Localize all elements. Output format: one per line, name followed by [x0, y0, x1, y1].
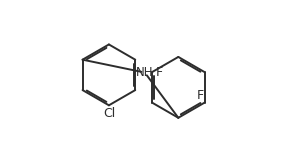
Text: NH: NH [136, 66, 154, 79]
Text: F: F [196, 89, 204, 102]
Text: F: F [156, 66, 163, 79]
Text: Cl: Cl [103, 107, 115, 120]
